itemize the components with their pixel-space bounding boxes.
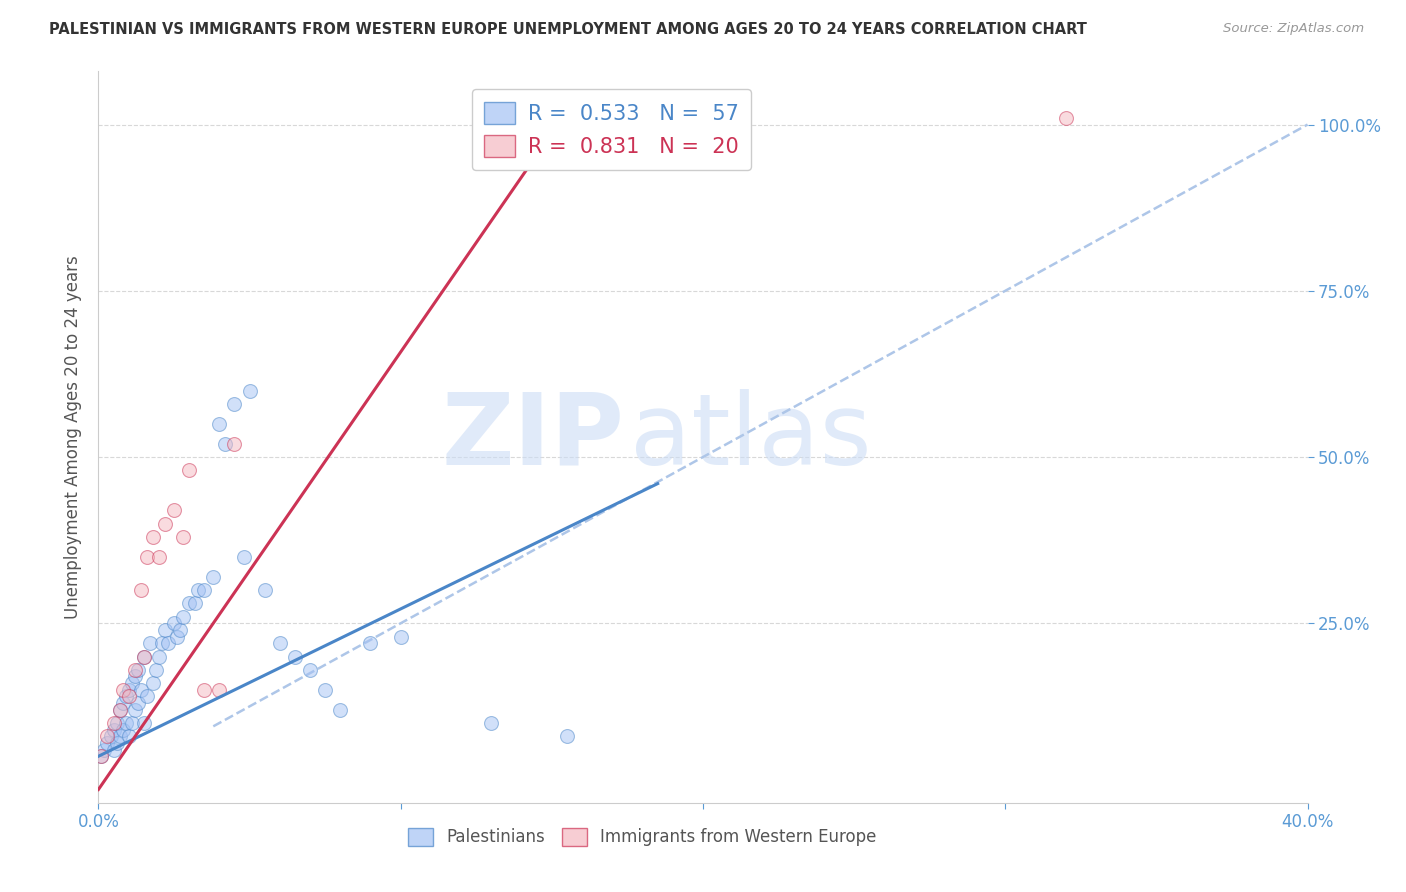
Point: [118, 682, 141, 697]
Point: [121, 716, 143, 731]
Point: [135, 690, 157, 704]
Point: [481, 716, 503, 731]
Text: Source: ZipAtlas.com: Source: ZipAtlas.com: [1223, 22, 1364, 36]
Point: [284, 649, 307, 664]
Point: [124, 669, 146, 683]
Point: [111, 723, 134, 737]
Point: [153, 516, 176, 531]
Point: [132, 649, 155, 664]
Point: [129, 582, 152, 597]
Point: [105, 716, 128, 731]
Point: [202, 570, 225, 584]
Point: [118, 690, 141, 704]
Point: [172, 609, 194, 624]
Point: [121, 676, 143, 690]
Point: [124, 663, 146, 677]
Point: [139, 636, 162, 650]
Point: [360, 636, 382, 650]
Point: [163, 616, 186, 631]
Point: [90, 749, 112, 764]
Point: [108, 729, 131, 743]
Point: [111, 696, 134, 710]
Point: [184, 596, 207, 610]
Point: [193, 682, 215, 697]
Point: [145, 663, 167, 677]
Point: [150, 636, 173, 650]
Point: [114, 690, 136, 704]
Point: [142, 530, 165, 544]
Point: [127, 663, 149, 677]
Text: PALESTINIAN VS IMMIGRANTS FROM WESTERN EUROPE UNEMPLOYMENT AMONG AGES 20 TO 24 Y: PALESTINIAN VS IMMIGRANTS FROM WESTERN E…: [49, 22, 1087, 37]
Point: [1054, 111, 1077, 125]
Point: [108, 703, 131, 717]
Point: [114, 716, 136, 731]
Point: [224, 397, 246, 411]
Point: [93, 742, 115, 756]
Point: [193, 582, 215, 597]
Point: [208, 682, 231, 697]
Point: [187, 582, 209, 597]
Point: [239, 384, 262, 398]
Point: [124, 703, 146, 717]
Point: [90, 749, 112, 764]
Point: [179, 596, 201, 610]
Point: [163, 503, 186, 517]
Y-axis label: Unemployment Among Ages 20 to 24 years: Unemployment Among Ages 20 to 24 years: [63, 255, 82, 619]
Point: [96, 729, 118, 743]
Point: [96, 736, 118, 750]
Point: [148, 649, 170, 664]
Point: [253, 582, 276, 597]
Point: [100, 729, 122, 743]
Point: [148, 549, 170, 564]
Point: [111, 682, 134, 697]
Point: [166, 630, 188, 644]
Point: [172, 530, 194, 544]
Point: [142, 676, 165, 690]
Text: ZIP: ZIP: [441, 389, 624, 485]
Point: [208, 417, 231, 431]
Point: [555, 729, 578, 743]
Point: [224, 436, 246, 450]
Point: [103, 716, 125, 731]
Point: [269, 636, 291, 650]
Point: [129, 682, 152, 697]
Point: [232, 549, 254, 564]
Point: [329, 703, 352, 717]
Point: [299, 663, 322, 677]
Point: [118, 729, 141, 743]
Legend: Palestinians, Immigrants from Western Europe: Palestinians, Immigrants from Western Eu…: [402, 821, 883, 853]
Point: [132, 716, 155, 731]
Point: [108, 703, 131, 717]
Point: [156, 636, 179, 650]
Point: [132, 649, 155, 664]
Point: [314, 682, 336, 697]
Text: atlas: atlas: [630, 389, 872, 485]
Point: [389, 630, 412, 644]
Point: [103, 723, 125, 737]
Point: [214, 436, 236, 450]
Point: [153, 623, 176, 637]
Point: [103, 742, 125, 756]
Point: [135, 549, 157, 564]
Point: [105, 736, 128, 750]
Point: [179, 463, 201, 477]
Point: [169, 623, 191, 637]
Point: [127, 696, 149, 710]
